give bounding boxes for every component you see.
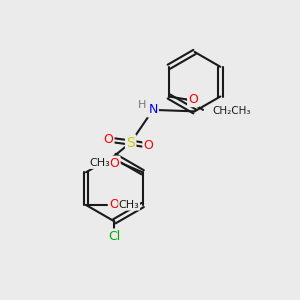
Text: CH₂CH₃: CH₂CH₃	[212, 106, 250, 116]
Text: N: N	[148, 103, 158, 116]
Text: O: O	[103, 133, 113, 146]
Text: O: O	[109, 199, 119, 212]
Text: CH₃: CH₃	[119, 200, 140, 210]
Text: Cl: Cl	[108, 230, 121, 243]
Text: S: S	[126, 136, 135, 150]
Text: CH₃: CH₃	[89, 158, 110, 168]
Text: H: H	[137, 100, 146, 110]
Text: O: O	[144, 139, 154, 152]
Text: O: O	[188, 93, 198, 106]
Text: O: O	[110, 157, 119, 170]
